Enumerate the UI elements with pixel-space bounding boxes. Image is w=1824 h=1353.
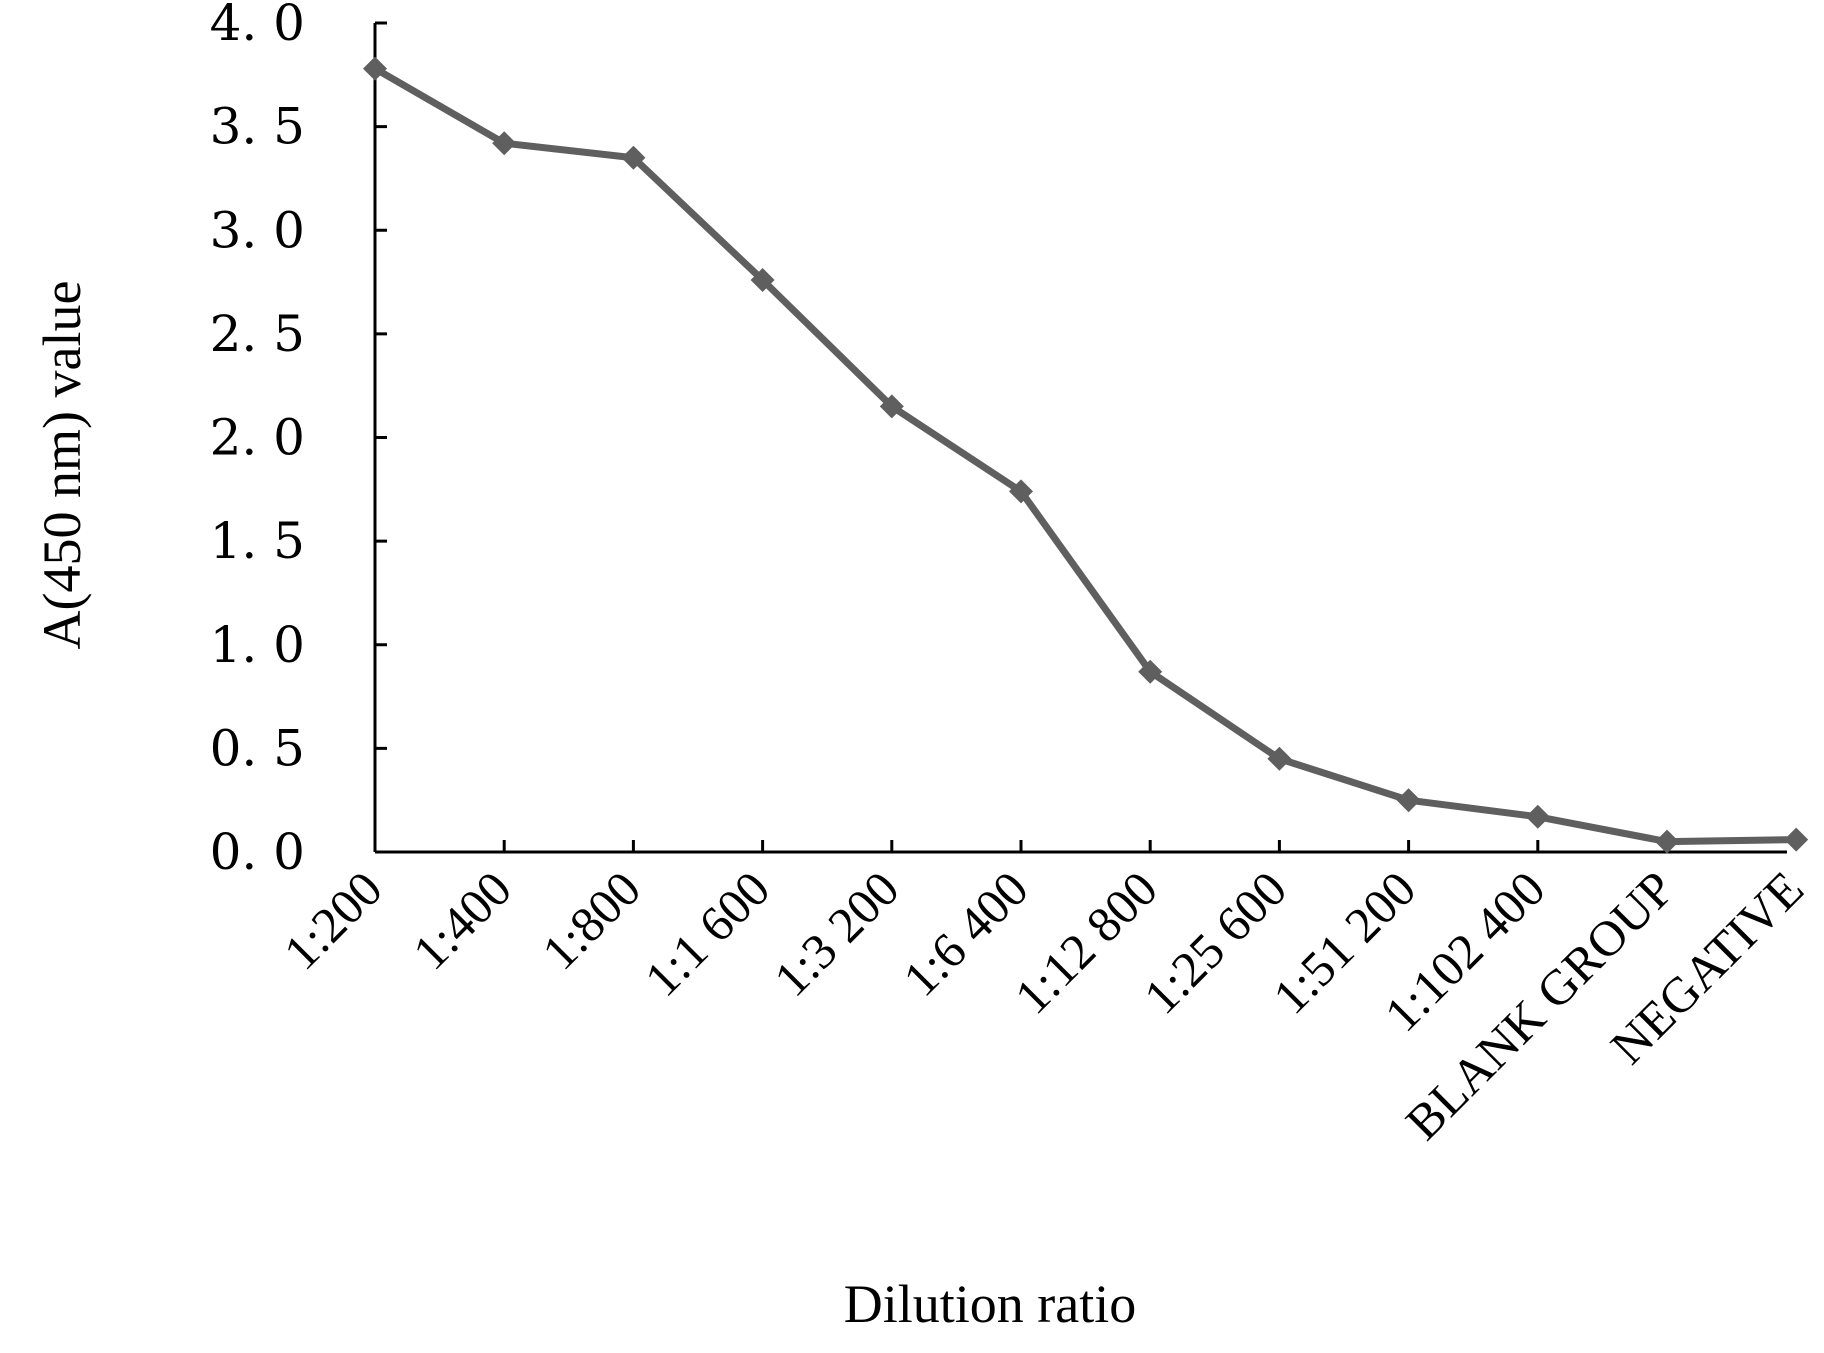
x-tick-label: 1:25 600 [1133, 860, 1297, 1024]
data-point-marker [1655, 829, 1679, 854]
series-line [373, 65, 1797, 846]
data-point-marker [363, 56, 387, 81]
y-tick-label: 3. 5 [210, 98, 305, 156]
y-axis-title: A(450 nm) value [32, 281, 92, 650]
y-tick-label: 0. 5 [210, 719, 305, 777]
y-tick-label: 3. 0 [210, 201, 305, 259]
axes [373, 23, 1787, 854]
y-tick-label: 1. 0 [210, 616, 305, 674]
x-tick-label: 1:800 [531, 860, 651, 980]
y-tick-label: 2. 5 [210, 305, 305, 363]
data-series [363, 56, 1809, 854]
data-point-marker [1267, 746, 1292, 771]
data-point-marker [1525, 804, 1550, 829]
x-tick-label: 1:1 600 [634, 860, 781, 1007]
y-tick-label: 1. 5 [210, 512, 305, 570]
x-tick-label: 1:3 200 [763, 860, 910, 1007]
data-point-marker [621, 145, 646, 170]
y-tick-label: 2. 0 [210, 409, 305, 467]
data-point-marker [750, 267, 775, 292]
data-point-marker [879, 394, 904, 419]
y-tick-label: 0. 0 [210, 823, 305, 881]
data-point-marker [1396, 788, 1421, 813]
x-tick-label: 1:400 [402, 860, 522, 980]
data-point-marker [1784, 827, 1809, 852]
data-point-marker [1009, 479, 1033, 504]
y-tick-label: 4. 0 [210, 0, 305, 52]
x-axis-title: Dilution ratio [844, 1274, 1136, 1334]
y-axis-ticks: 0. 0 0. 5 1. 0 1. 5 2. 0 2. 5 3. 0 3. 5 4. 0 [210, 0, 387, 881]
data-point-marker [492, 131, 517, 156]
x-tick-label: 1:12 800 [1004, 860, 1168, 1024]
data-point-marker [1138, 659, 1163, 684]
